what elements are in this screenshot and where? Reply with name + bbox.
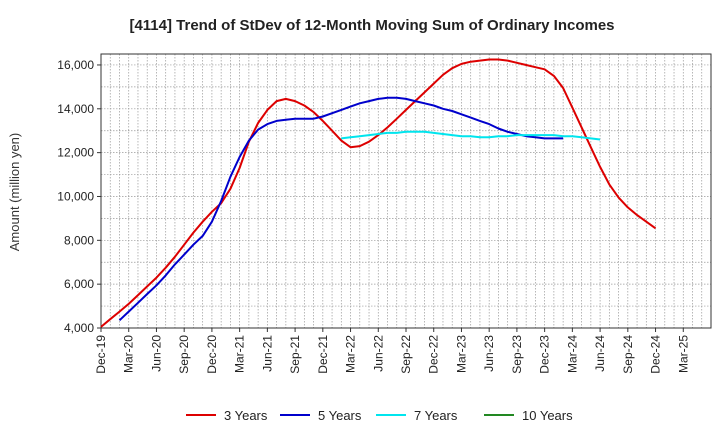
grid bbox=[101, 54, 711, 328]
series-lines bbox=[100, 58, 657, 328]
x-tick-label: Dec-21 bbox=[316, 335, 330, 374]
series-line-7-years bbox=[341, 130, 601, 141]
x-tick-label: Dec-22 bbox=[427, 335, 441, 374]
plot-area bbox=[100, 53, 712, 329]
y-tick-label: 12,000 bbox=[57, 146, 94, 160]
y-tick-label: 16,000 bbox=[57, 58, 94, 72]
legend: 3 Years 5 Years 7 Years 10 Years bbox=[186, 408, 573, 423]
series-line-5-years bbox=[118, 96, 564, 322]
x-tick-label: Mar-23 bbox=[454, 335, 468, 373]
x-tick-label: Jun-23 bbox=[482, 335, 496, 372]
x-tick-label: Sep-22 bbox=[399, 335, 413, 374]
y-axis: 4,000 6,000 8,000 10,000 12,000 14,000 16,000 bbox=[57, 58, 101, 335]
y-tick-label: 8,000 bbox=[64, 233, 94, 247]
x-tick-label: Jun-22 bbox=[371, 335, 385, 372]
x-tick-label: Sep-24 bbox=[621, 335, 635, 374]
y-tick-label: 4,000 bbox=[64, 321, 94, 335]
y-axis-label: Amount (million yen) bbox=[7, 133, 22, 252]
x-tick-label: Jun-20 bbox=[149, 335, 163, 372]
x-tick-label: Sep-20 bbox=[177, 335, 191, 374]
x-tick-label: Dec-20 bbox=[205, 335, 219, 374]
x-tick-label: Jun-21 bbox=[260, 335, 274, 372]
x-tick-label: Sep-23 bbox=[510, 335, 524, 374]
x-tick-label: Dec-23 bbox=[538, 335, 552, 374]
x-tick-label: Mar-21 bbox=[233, 335, 247, 373]
legend-label: 10 Years bbox=[522, 408, 573, 423]
x-tick-label: Sep-21 bbox=[288, 335, 302, 374]
x-tick-label: Mar-24 bbox=[565, 335, 579, 373]
x-tick-label: Dec-19 bbox=[94, 335, 108, 374]
y-tick-label: 6,000 bbox=[64, 277, 94, 291]
chart-title: [4114] Trend of StDev of 12-Month Moving… bbox=[129, 17, 614, 34]
series-line-3-years bbox=[100, 58, 657, 328]
x-tick-label: Mar-22 bbox=[344, 335, 358, 373]
x-axis: Dec-19 Mar-20 Jun-20 Sep-20 Dec-20 Mar-21 Jun-… bbox=[94, 328, 690, 374]
x-tick-label: Jun-24 bbox=[593, 335, 607, 372]
legend-label: 7 Years bbox=[414, 408, 458, 423]
x-tick-label: Mar-20 bbox=[122, 335, 136, 373]
x-tick-label: Mar-25 bbox=[676, 335, 690, 373]
x-tick-label: Dec-24 bbox=[649, 335, 663, 374]
y-tick-label: 10,000 bbox=[57, 189, 94, 203]
legend-label: 5 Years bbox=[318, 408, 362, 423]
y-tick-label: 14,000 bbox=[57, 102, 94, 116]
legend-label: 3 Years bbox=[224, 408, 268, 423]
